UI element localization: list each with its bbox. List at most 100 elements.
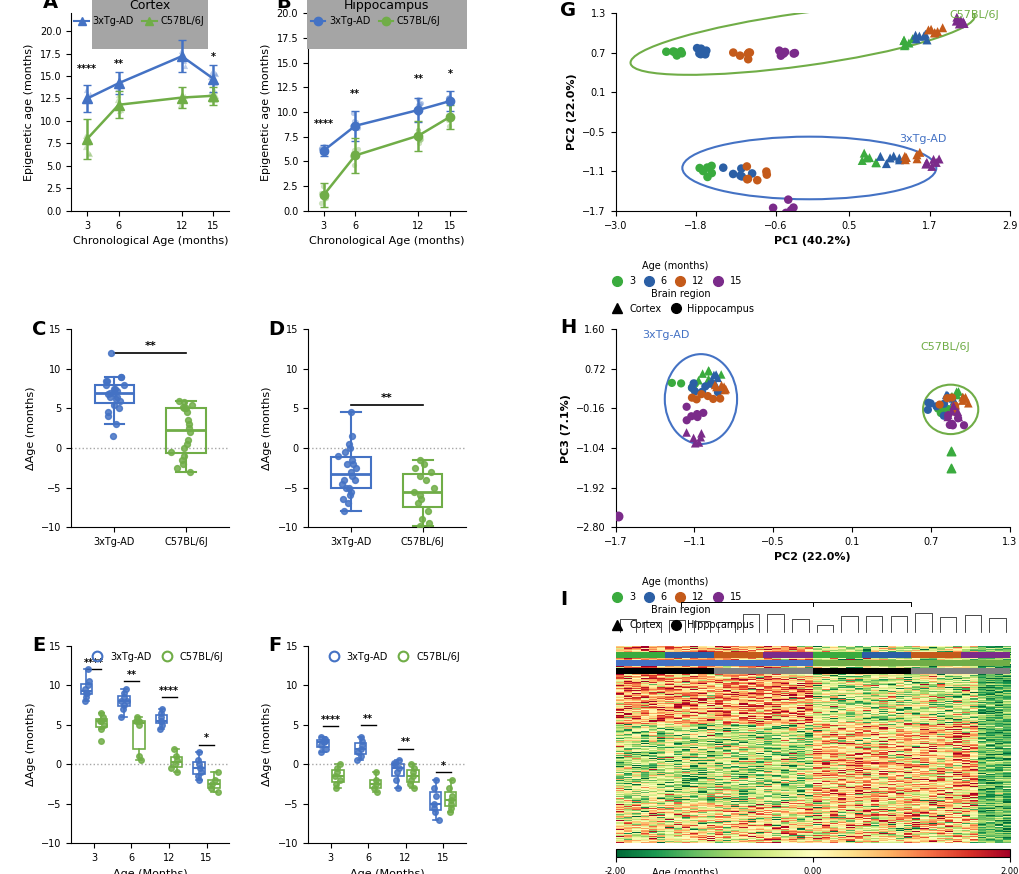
Point [442,805,459,819]
Text: **: ** [400,738,411,747]
Point [440,781,457,795]
Point [77,686,94,700]
Point [110,87,126,101]
Point [318,741,334,755]
Point [328,777,344,791]
Point [76,94,93,108]
Point [203,73,219,87]
Legend: Cortex, Hippocampus: Cortex, Hippocampus [607,288,754,314]
Point [950,410,966,424]
Point [928,24,945,38]
Text: ****: **** [84,658,104,669]
Point [410,122,426,136]
Point [935,397,952,411]
Point [107,382,123,396]
Point [342,406,359,420]
Point [717,382,734,396]
Legend: 3xTg-AD, C57BL/6J: 3xTg-AD, C57BL/6J [84,648,227,665]
Point [691,46,707,60]
Point [855,146,871,160]
Point [443,773,460,787]
Point [93,722,109,736]
Point [758,168,774,182]
Point [921,397,937,411]
Point [940,389,956,403]
Point [82,87,98,101]
Text: *: * [204,733,209,744]
Point [897,153,913,167]
Point [210,785,226,799]
Point [353,730,369,744]
Point [81,146,97,160]
Point [313,185,329,199]
Point [709,371,726,385]
Y-axis label: Epigenetic age (months): Epigenetic age (months) [261,44,271,181]
Point [175,93,192,107]
Point [335,473,352,487]
Point [181,465,198,479]
Point [949,412,965,426]
Point [693,387,709,401]
Point [329,449,345,463]
Text: D: D [268,320,284,338]
Point [79,678,96,692]
Point [78,690,95,704]
Point [345,119,362,133]
Point [421,517,437,531]
Point [683,391,699,405]
Point [922,23,938,37]
Point [314,179,330,193]
Point [110,104,126,118]
Point [153,718,169,732]
Point [942,444,958,458]
Point [748,173,764,187]
Point [130,718,147,732]
Point [115,378,131,392]
Point [692,42,708,56]
Y-axis label: PC2 (22.0%): PC2 (22.0%) [567,73,576,150]
Point [353,749,369,763]
Point [202,86,218,100]
Point [403,758,419,772]
Point [176,59,193,73]
Point [697,44,713,58]
Point [707,368,723,382]
Point [400,777,417,791]
Point [390,761,407,775]
Point [860,150,876,164]
Point [342,465,359,479]
Point [207,84,223,98]
Point [692,47,708,61]
Point [339,496,356,510]
Point [411,136,427,150]
Point [350,746,366,760]
Point [693,427,709,440]
Point [732,169,748,183]
Text: ****: **** [77,64,97,73]
Point [109,94,125,108]
Point [175,54,192,68]
Point [693,385,709,399]
Text: ****: **** [171,28,192,38]
Point [112,370,128,384]
Point [345,114,362,128]
Point [98,374,114,388]
Point [705,368,721,382]
Point [388,766,405,780]
Legend: Cortex, Hippocampus: Cortex, Hippocampus [607,605,754,630]
Point [336,445,353,459]
Point [191,769,207,783]
Point [111,393,127,407]
Point [98,378,114,392]
Point [733,170,749,184]
Point [930,398,947,412]
Point [340,437,357,451]
Point [318,191,334,205]
Point [673,46,689,60]
Point [690,435,706,449]
Point [412,518,428,532]
Point [700,372,716,386]
Point [78,130,95,144]
Point [113,710,129,724]
Point [193,766,209,780]
